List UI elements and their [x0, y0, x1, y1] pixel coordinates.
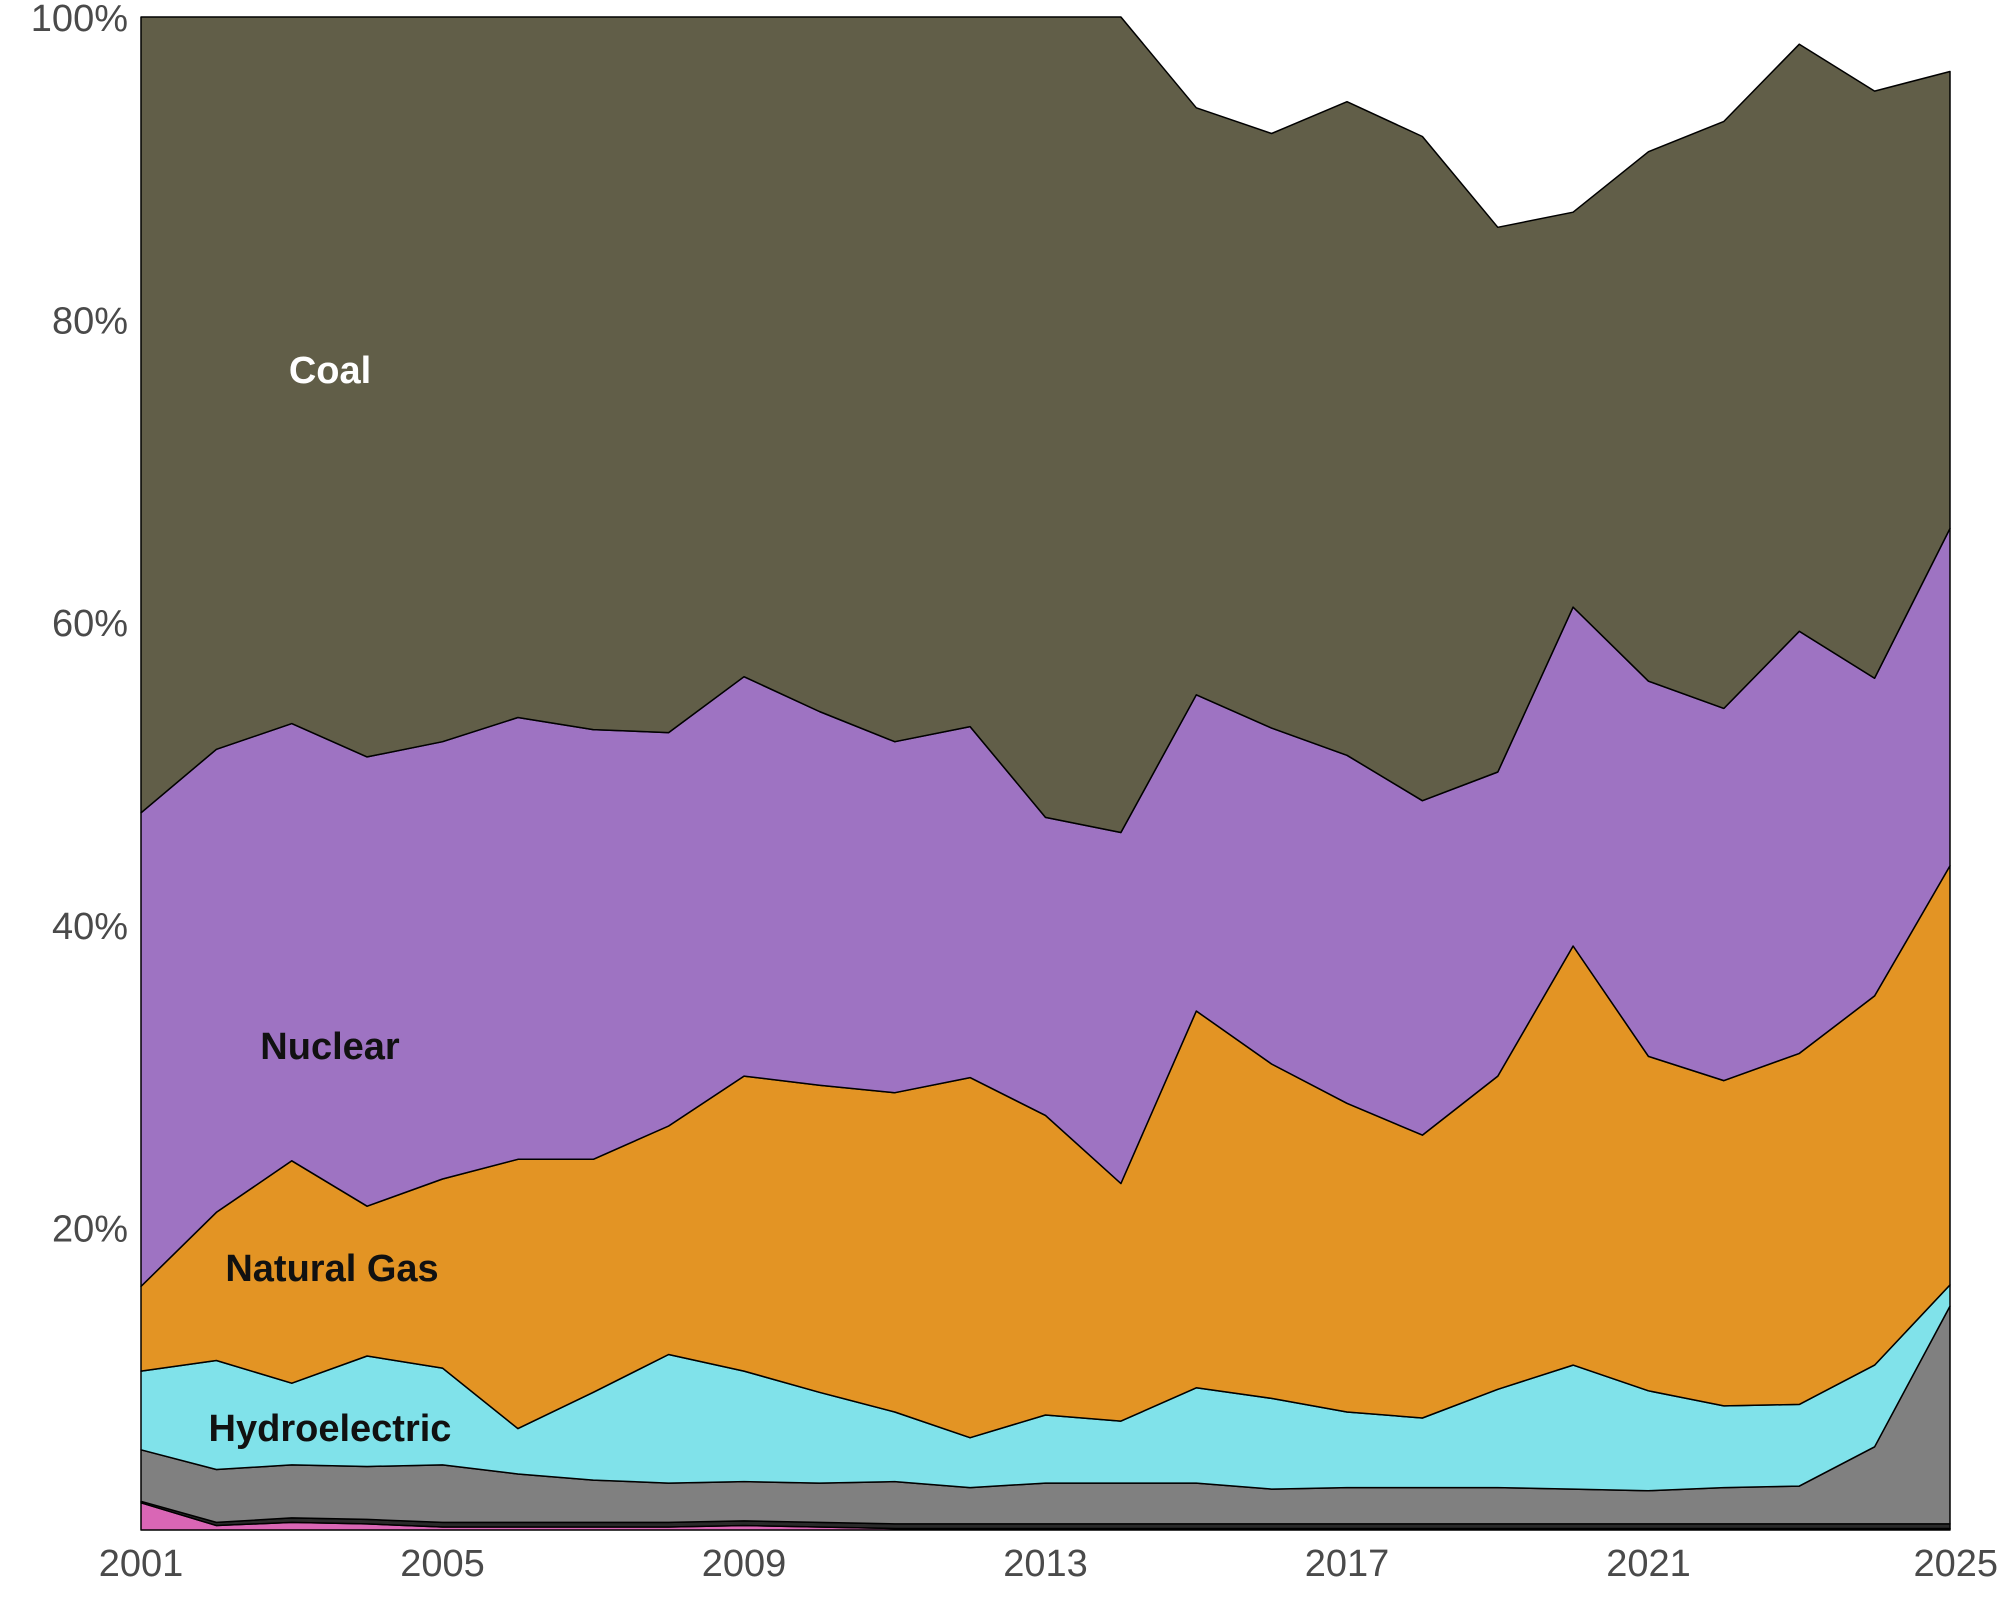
y-tick-label: 20% — [52, 1208, 128, 1250]
area-coal — [140, 16, 1951, 834]
x-tick-label: 2001 — [99, 1543, 184, 1585]
y-tick-label: 40% — [52, 906, 128, 948]
x-tick-label: 2017 — [1305, 1543, 1390, 1585]
y-tick-label: 60% — [52, 603, 128, 645]
y-tick-label: 100% — [31, 0, 128, 40]
x-tick-label: 2009 — [702, 1543, 787, 1585]
x-axis-tick-labels: 2001 2005 2009 2013 2017 2021 2025 — [99, 1543, 1998, 1585]
x-tick-label: 2005 — [400, 1543, 485, 1585]
x-tick-label: 2021 — [1606, 1543, 1691, 1585]
y-tick-label: 80% — [52, 301, 128, 343]
x-tick-label: 2013 — [1003, 1543, 1088, 1585]
series-label-natural-gas: Natural Gas — [225, 1248, 438, 1290]
area-series-group — [140, 16, 1951, 1531]
y-axis-tick-labels: 20% 40% 60% 80% 100% — [31, 0, 128, 1250]
series-label-nuclear: Nuclear — [260, 1026, 400, 1068]
series-labels: Coal Nuclear Natural Gas Hydroelectric — [209, 350, 452, 1450]
series-label-hydroelectric: Hydroelectric — [209, 1408, 452, 1450]
series-label-coal: Coal — [289, 350, 371, 392]
x-tick-label: 2025 — [1913, 1543, 1998, 1585]
